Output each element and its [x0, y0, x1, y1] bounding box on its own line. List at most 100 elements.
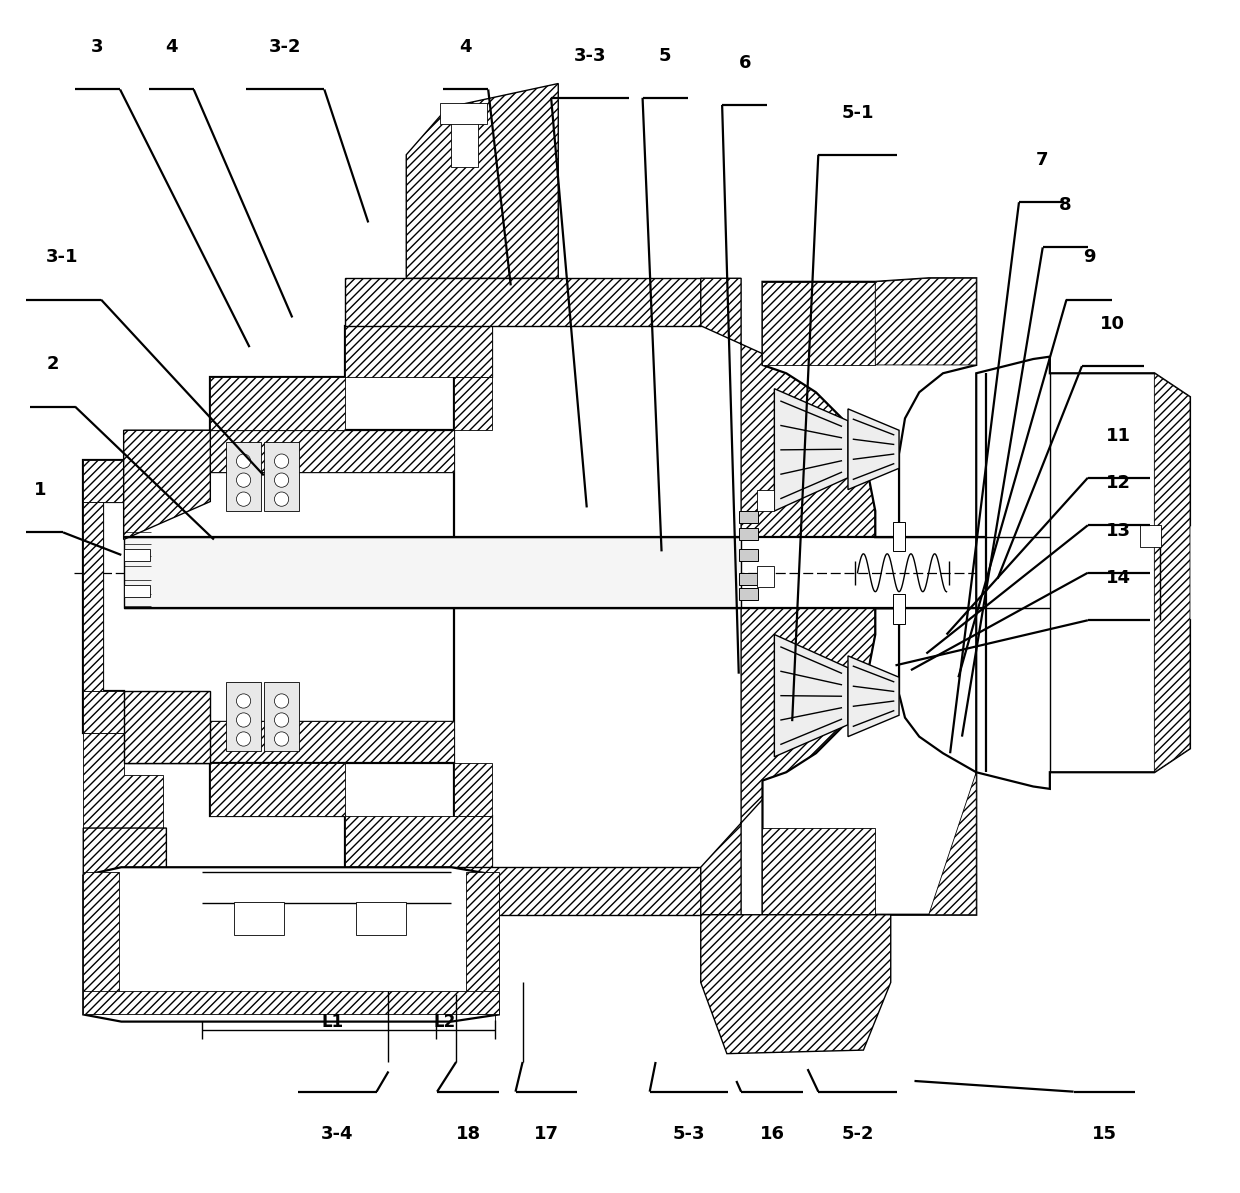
- Polygon shape: [454, 377, 492, 431]
- Bar: [893, 594, 905, 624]
- Circle shape: [237, 731, 250, 746]
- Text: 3-2: 3-2: [269, 38, 301, 56]
- Text: 4: 4: [165, 38, 177, 56]
- Text: 18: 18: [455, 1125, 481, 1143]
- Polygon shape: [83, 501, 103, 692]
- Bar: [124, 537, 742, 608]
- Polygon shape: [83, 460, 124, 733]
- Polygon shape: [83, 867, 498, 1021]
- Polygon shape: [466, 872, 498, 1014]
- Bar: [356, 902, 407, 935]
- Polygon shape: [763, 608, 976, 915]
- Text: 5-3: 5-3: [672, 1125, 706, 1143]
- Polygon shape: [763, 828, 875, 915]
- Circle shape: [274, 492, 289, 506]
- Text: 3-3: 3-3: [574, 47, 606, 64]
- Polygon shape: [124, 692, 211, 762]
- Polygon shape: [345, 278, 701, 326]
- Polygon shape: [211, 762, 492, 867]
- Bar: [226, 682, 262, 750]
- Circle shape: [237, 472, 250, 487]
- Polygon shape: [345, 326, 492, 377]
- Text: 12: 12: [1106, 474, 1131, 492]
- Circle shape: [274, 713, 289, 727]
- Polygon shape: [454, 762, 492, 816]
- Polygon shape: [124, 431, 454, 471]
- Bar: [234, 902, 284, 935]
- Text: 4: 4: [459, 38, 472, 56]
- Text: 6: 6: [739, 54, 751, 72]
- Polygon shape: [976, 357, 1190, 789]
- Bar: [739, 573, 758, 585]
- Bar: [124, 549, 150, 561]
- Bar: [756, 565, 774, 587]
- Text: 7: 7: [1035, 152, 1048, 169]
- Polygon shape: [763, 282, 875, 365]
- Bar: [739, 511, 758, 523]
- Bar: [264, 682, 299, 750]
- Text: 3-1: 3-1: [46, 248, 78, 266]
- Text: 3: 3: [92, 38, 104, 56]
- Circle shape: [237, 455, 250, 469]
- Polygon shape: [83, 872, 119, 1014]
- Polygon shape: [875, 772, 976, 915]
- Polygon shape: [211, 326, 492, 431]
- Polygon shape: [875, 278, 976, 365]
- Polygon shape: [83, 828, 202, 903]
- Text: 11: 11: [1106, 427, 1131, 445]
- Polygon shape: [211, 377, 345, 431]
- Text: 5: 5: [658, 47, 671, 64]
- Text: 17: 17: [534, 1125, 559, 1143]
- Circle shape: [237, 694, 250, 709]
- Polygon shape: [701, 278, 875, 537]
- Text: 1: 1: [35, 481, 47, 499]
- Text: 2: 2: [46, 356, 58, 373]
- Text: 10: 10: [1100, 315, 1125, 333]
- Polygon shape: [83, 692, 124, 733]
- Circle shape: [237, 492, 250, 506]
- Text: 5-1: 5-1: [841, 104, 874, 122]
- Polygon shape: [83, 990, 498, 1014]
- Bar: [451, 119, 477, 167]
- Text: 5-2: 5-2: [841, 1125, 874, 1143]
- Bar: [1140, 525, 1162, 546]
- Polygon shape: [124, 722, 454, 762]
- Bar: [739, 549, 758, 561]
- Polygon shape: [1154, 373, 1190, 772]
- Text: 9: 9: [1083, 248, 1095, 266]
- Bar: [739, 588, 758, 600]
- Bar: [439, 103, 487, 124]
- Polygon shape: [124, 431, 211, 539]
- Polygon shape: [211, 762, 345, 816]
- Text: L1: L1: [321, 1013, 343, 1031]
- Polygon shape: [345, 816, 492, 867]
- Circle shape: [237, 713, 250, 727]
- Polygon shape: [763, 278, 976, 537]
- Bar: [739, 527, 758, 539]
- Text: 16: 16: [759, 1125, 785, 1143]
- Polygon shape: [83, 460, 124, 501]
- Polygon shape: [848, 656, 899, 736]
- Circle shape: [274, 472, 289, 487]
- Polygon shape: [83, 733, 162, 828]
- Bar: [756, 489, 774, 511]
- Text: L2: L2: [433, 1013, 455, 1031]
- Polygon shape: [848, 409, 899, 489]
- Text: 3-4: 3-4: [321, 1125, 353, 1143]
- Polygon shape: [774, 389, 848, 511]
- Polygon shape: [701, 608, 875, 915]
- Bar: [124, 585, 150, 596]
- Bar: [226, 443, 262, 511]
- Polygon shape: [701, 915, 890, 1053]
- Circle shape: [274, 455, 289, 469]
- Polygon shape: [774, 635, 848, 756]
- Circle shape: [274, 694, 289, 709]
- Text: 8: 8: [1059, 196, 1071, 214]
- Polygon shape: [345, 867, 701, 915]
- Text: 14: 14: [1106, 569, 1131, 587]
- Polygon shape: [407, 84, 558, 278]
- Circle shape: [274, 731, 289, 746]
- Bar: [264, 443, 299, 511]
- Text: 13: 13: [1106, 521, 1131, 539]
- Bar: [893, 521, 905, 551]
